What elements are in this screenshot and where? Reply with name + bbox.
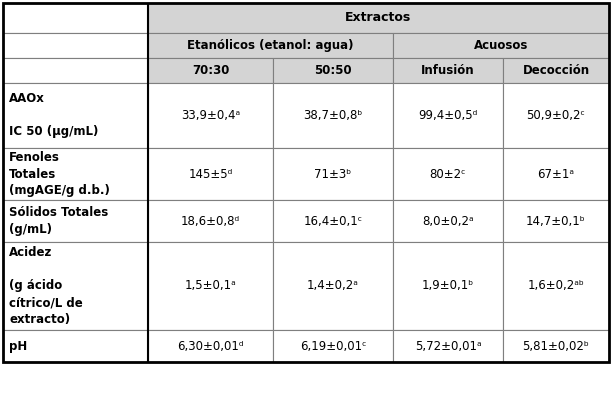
Bar [273,83,393,148]
Bar [503,58,609,83]
Bar [503,242,609,330]
Bar [148,3,609,33]
Text: Sólidos Totales
(g/mL): Sólidos Totales (g/mL) [9,206,108,236]
Bar [503,148,609,200]
Bar [3,148,148,200]
Bar [273,58,393,83]
Text: Infusión: Infusión [421,64,475,77]
Bar [3,330,148,362]
Bar [148,200,273,242]
Bar [503,330,609,362]
Text: 50:50: 50:50 [314,64,352,77]
Bar [3,83,148,148]
Bar [3,200,148,242]
Bar [273,148,393,200]
Bar [503,83,609,148]
Bar [3,58,148,83]
Bar [393,330,503,362]
Bar [3,3,609,362]
Text: 70:30: 70:30 [192,64,229,77]
Bar [503,200,609,242]
Bar [3,3,148,33]
Bar [273,242,393,330]
Text: 145±5ᵈ: 145±5ᵈ [188,168,233,180]
Text: 16,4±0,1ᶜ: 16,4±0,1ᶜ [304,215,362,228]
Text: 1,4±0,2ᵃ: 1,4±0,2ᵃ [307,279,359,293]
Text: 38,7±0,8ᵇ: 38,7±0,8ᵇ [304,109,363,122]
Text: 14,7±0,1ᵇ: 14,7±0,1ᵇ [526,215,586,228]
Bar [393,33,609,58]
Text: pH: pH [9,339,28,353]
Text: 99,4±0,5ᵈ: 99,4±0,5ᵈ [419,109,478,122]
Bar [3,33,148,58]
Bar [273,200,393,242]
Text: 1,9±0,1ᵇ: 1,9±0,1ᵇ [422,279,474,293]
Text: 71±3ᵇ: 71±3ᵇ [315,168,352,180]
Bar [273,330,393,362]
Bar [148,148,273,200]
Text: 80±2ᶜ: 80±2ᶜ [430,168,466,180]
Bar [148,242,273,330]
Text: 8,0±0,2ᵃ: 8,0±0,2ᵃ [422,215,474,228]
Text: 50,9±0,2ᶜ: 50,9±0,2ᶜ [526,109,586,122]
Bar [3,242,148,330]
Text: AAOx

IC 50 (μg/mL): AAOx IC 50 (μg/mL) [9,92,99,139]
Bar [393,200,503,242]
Text: 1,6±0,2ᵃᵇ: 1,6±0,2ᵃᵇ [528,279,584,293]
Text: Acidez

(g ácido
cítrico/L de
extracto): Acidez (g ácido cítrico/L de extracto) [9,247,83,326]
Bar [393,242,503,330]
Text: 5,72±0,01ᵃ: 5,72±0,01ᵃ [415,339,481,353]
Bar [393,58,503,83]
Text: Extractos: Extractos [345,12,412,25]
Text: 1,5±0,1ᵃ: 1,5±0,1ᵃ [185,279,236,293]
Bar [393,148,503,200]
Text: Decocción: Decocción [523,64,589,77]
Text: Acuosos: Acuosos [474,39,528,52]
Text: 6,19±0,01ᶜ: 6,19±0,01ᶜ [300,339,366,353]
Text: 33,9±0,4ᵃ: 33,9±0,4ᵃ [181,109,240,122]
Bar [148,58,273,83]
Text: 18,6±0,8ᵈ: 18,6±0,8ᵈ [181,215,240,228]
Bar [393,83,503,148]
Text: 6,30±0,01ᵈ: 6,30±0,01ᵈ [177,339,244,353]
Text: 5,81±0,02ᵇ: 5,81±0,02ᵇ [523,339,589,353]
Text: Fenoles
Totales
(mgAGE/g d.b.): Fenoles Totales (mgAGE/g d.b.) [9,151,110,197]
Text: Etanólicos (etanol: agua): Etanólicos (etanol: agua) [187,39,354,52]
Text: 67±1ᵃ: 67±1ᵃ [537,168,575,180]
Bar [148,330,273,362]
Bar [148,83,273,148]
Bar [148,33,393,58]
